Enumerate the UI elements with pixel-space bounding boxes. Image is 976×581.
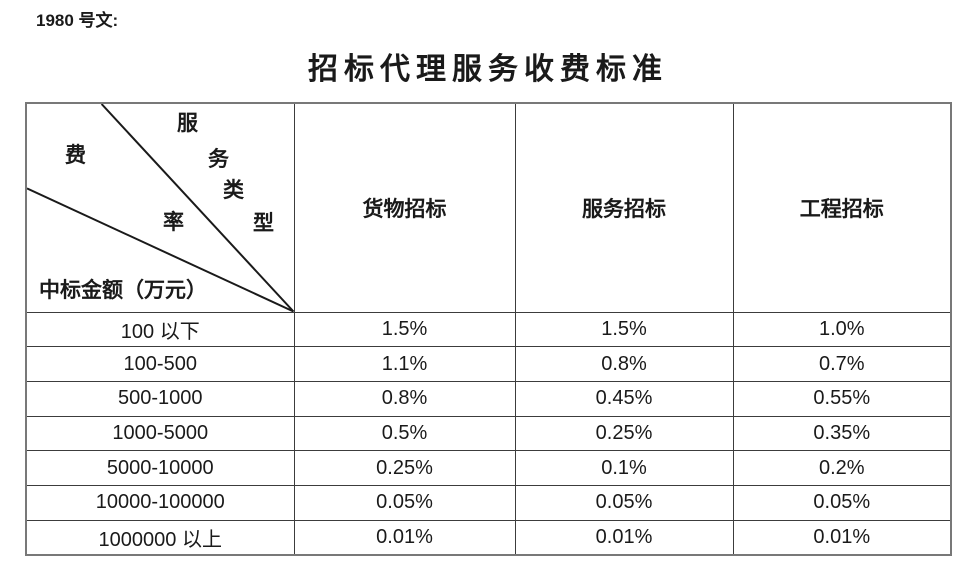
works-rate-cell: 0.7%: [732, 346, 952, 382]
header-type-char-2: 务: [208, 147, 229, 171]
goods-rate-cell: 1.1%: [293, 346, 516, 382]
amount-range-cell: 10000-100000: [25, 484, 295, 521]
header-row: 服 务 类 型 费 率 中标金额（万元） 货物招标 服务招标 工程招标: [25, 102, 952, 313]
goods-rate-cell: 1.5%: [293, 311, 516, 348]
amount-range-cell: 100-500: [25, 346, 295, 382]
fee-table-head: 服 务 类 型 费 率 中标金额（万元） 货物招标 服务招标 工程招标: [25, 102, 952, 313]
fee-table-body: 100 以下 1.5% 1.5% 1.0% 100-500 1.1% 0.8% …: [25, 311, 952, 556]
goods-rate-cell: 0.05%: [293, 484, 516, 521]
amount-range-cell: 500-1000: [25, 380, 295, 417]
table-row: 500-1000 0.8% 0.45% 0.55%: [25, 380, 952, 417]
header-rate-char-1: 费: [65, 143, 86, 167]
amount-range-cell: 5000-10000: [25, 450, 295, 486]
table-row: 5000-10000 0.25% 0.1% 0.2%: [25, 450, 952, 486]
goods-rate-cell: 0.5%: [293, 415, 516, 452]
services-rate-cell: 0.25%: [514, 415, 734, 452]
amount-range-cell: 1000000 以上: [25, 519, 295, 556]
diagonal-line-lower: [27, 187, 294, 312]
column-header-goods: 货物招标: [293, 102, 516, 313]
table-row: 10000-100000 0.05% 0.05% 0.05%: [25, 484, 952, 521]
services-rate-cell: 0.8%: [514, 346, 734, 382]
diagonal-header-cell: 服 务 类 型 费 率 中标金额（万元）: [25, 102, 295, 313]
header-amount-label: 中标金额（万元）: [39, 278, 207, 302]
works-rate-cell: 1.0%: [732, 311, 952, 348]
services-rate-cell: 0.01%: [514, 519, 734, 556]
works-rate-cell: 0.01%: [732, 519, 952, 556]
works-rate-cell: 0.55%: [732, 380, 952, 417]
fee-standard-table: 服 务 类 型 费 率 中标金额（万元） 货物招标 服务招标 工程招标 100 …: [25, 102, 952, 556]
works-rate-cell: 0.2%: [732, 450, 952, 486]
services-rate-cell: 0.05%: [514, 484, 734, 521]
table-row: 100 以下 1.5% 1.5% 1.0%: [25, 311, 952, 348]
column-header-works: 工程招标: [732, 102, 952, 313]
works-rate-cell: 0.35%: [732, 415, 952, 452]
services-rate-cell: 1.5%: [514, 311, 734, 348]
amount-range-cell: 1000-5000: [25, 415, 295, 452]
page-title: 招标代理服务收费标准: [308, 53, 668, 86]
header-type-char-1: 服: [177, 111, 198, 135]
works-rate-cell: 0.05%: [732, 484, 952, 521]
table-row: 100-500 1.1% 0.8% 0.7%: [25, 346, 952, 382]
doc-reference: 1980 号文:: [36, 11, 119, 30]
header-type-char-3: 类: [223, 178, 244, 202]
goods-rate-cell: 0.8%: [293, 380, 516, 417]
diagonal-lines: [27, 104, 294, 312]
services-rate-cell: 0.1%: [514, 450, 734, 486]
services-rate-cell: 0.45%: [514, 380, 734, 417]
goods-rate-cell: 0.25%: [293, 450, 516, 486]
header-type-char-4: 型: [253, 211, 274, 235]
table-row: 1000-5000 0.5% 0.25% 0.35%: [25, 415, 952, 452]
goods-rate-cell: 0.01%: [293, 519, 516, 556]
diagonal-line-upper: [100, 104, 294, 312]
column-header-services: 服务招标: [514, 102, 734, 313]
table-row: 1000000 以上 0.01% 0.01% 0.01%: [25, 519, 952, 556]
amount-range-cell: 100 以下: [25, 311, 295, 348]
header-rate-char-2: 率: [163, 210, 184, 234]
